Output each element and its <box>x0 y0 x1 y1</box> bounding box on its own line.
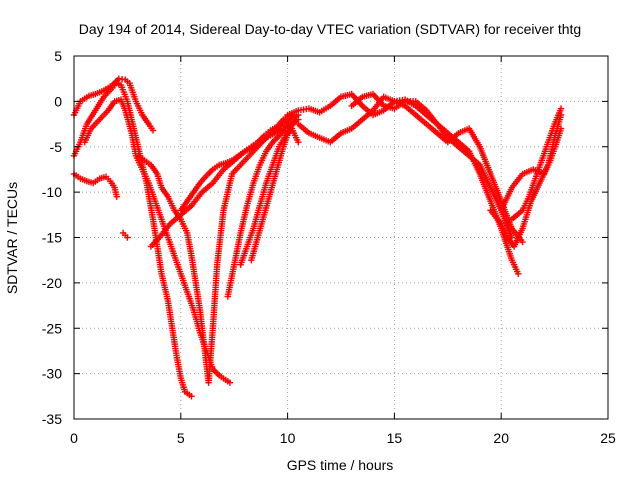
y-tick-label: -20 <box>42 275 62 291</box>
series-arc-5 <box>119 229 131 241</box>
chart-title: Day 194 of 2014, Sidereal Day-to-day VTE… <box>79 21 581 37</box>
data-point <box>557 125 565 132</box>
data-point <box>295 139 302 146</box>
y-axis-title: SDTVAR / TECUs <box>4 182 20 294</box>
series-arc-13 <box>295 93 526 246</box>
y-tick-label: 5 <box>54 48 62 64</box>
data-point <box>557 105 565 112</box>
x-tick-label: 10 <box>280 430 296 446</box>
data-point <box>113 193 120 200</box>
series-arc-10 <box>237 125 302 268</box>
y-tick-label: -30 <box>42 366 62 382</box>
y-tick-label: 0 <box>54 93 62 109</box>
data-point <box>519 238 526 246</box>
data-points <box>70 75 565 400</box>
x-tick-label: 15 <box>387 430 403 446</box>
series-arc-1 <box>70 75 157 134</box>
x-tick-label: 25 <box>600 430 616 446</box>
data-point <box>515 270 522 277</box>
series-arc-16 <box>498 125 565 214</box>
series-arc-8 <box>177 111 293 214</box>
series-arc-4 <box>70 170 120 200</box>
axes: 0 5 10 15 20 25 5 0 -5 -10 -15 -20 -25 -30 -35 <box>42 48 616 446</box>
data-point <box>188 393 195 400</box>
data-point <box>292 116 300 123</box>
series-arc-17 <box>508 105 565 223</box>
y-tick-label: -25 <box>42 320 62 336</box>
series-arc-11 <box>248 116 300 264</box>
x-tick-label: 0 <box>70 430 78 446</box>
data-point <box>149 127 157 134</box>
x-tick-label: 20 <box>493 430 509 446</box>
y-tick-label: -15 <box>42 230 62 246</box>
data-point <box>226 379 234 386</box>
data-point <box>124 234 131 241</box>
y-tick-label: -10 <box>42 184 62 200</box>
x-axis-title: GPS time / hours <box>287 457 394 473</box>
series-arc-14 <box>348 90 516 241</box>
y-tick-label: -35 <box>42 411 62 427</box>
x-tick-label: 5 <box>177 430 185 446</box>
y-tick-label: -5 <box>50 139 63 155</box>
